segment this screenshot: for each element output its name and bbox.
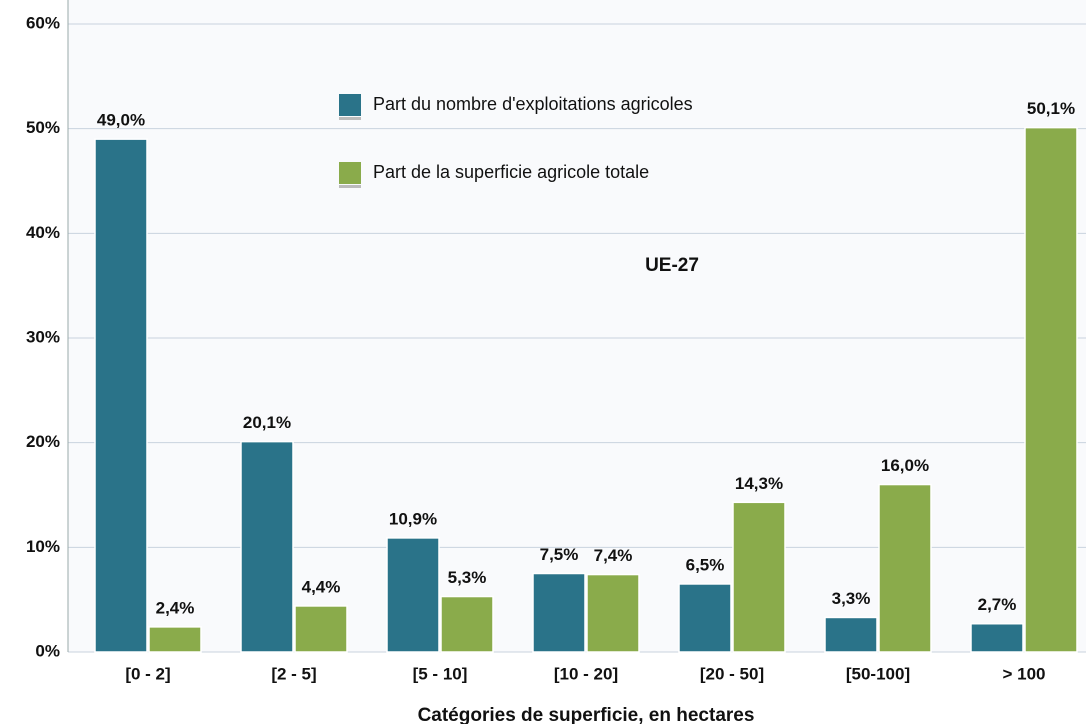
bar [440,595,494,653]
value-label: 7,5% [540,545,579,564]
legend-swatch-shadow [339,185,361,188]
legend-swatch [339,162,361,184]
value-label: 14,3% [735,474,783,493]
bar [586,573,640,653]
y-tick-label: 0% [35,641,60,660]
value-label: 4,4% [302,577,341,596]
value-label: 20,1% [243,413,291,432]
value-label: 49,0% [97,111,145,130]
bar [678,583,732,653]
y-tick-label: 50% [26,118,60,137]
value-label: 50,1% [1027,99,1075,118]
value-label: 10,9% [389,509,437,528]
value-label: 2,7% [978,595,1017,614]
bar [240,440,294,653]
chart-subtitle: UE-27 [645,255,699,276]
y-tick-label: 60% [26,13,60,32]
bar [970,622,1024,653]
value-label: 5,3% [448,568,487,587]
value-label: 6,5% [686,555,725,574]
legend-label: Part du nombre d'exploitations agricoles [373,94,693,114]
x-axis-title: Catégories de superficie, en hectares [418,705,755,724]
y-tick-label: 20% [26,432,60,451]
value-label: 3,3% [832,589,871,608]
legend-label: Part de la superficie agricole totale [373,162,649,182]
bar [94,138,148,653]
y-tick-label: 40% [26,223,60,242]
bar [732,501,786,653]
x-tick-label: [20 - 50] [700,664,764,683]
x-tick-label: [10 - 20] [554,664,618,683]
bar [294,605,348,653]
value-label: 16,0% [881,456,929,475]
bar [824,616,878,653]
x-tick-label: [0 - 2] [125,664,170,683]
bar [148,626,202,653]
legend-swatch-shadow [339,117,361,120]
y-tick-label: 30% [26,327,60,346]
x-tick-label: [50-100] [846,664,910,683]
bar [878,483,932,653]
value-label: 7,4% [594,546,633,565]
x-tick-label: [2 - 5] [271,664,316,683]
bar [386,537,440,653]
x-tick-label: [5 - 10] [413,664,468,683]
y-tick-label: 10% [26,537,60,556]
x-tick-label: > 100 [1002,664,1045,683]
bar [532,572,586,653]
value-label: 2,4% [156,598,195,617]
legend-swatch [339,94,361,116]
bar [1024,126,1078,653]
